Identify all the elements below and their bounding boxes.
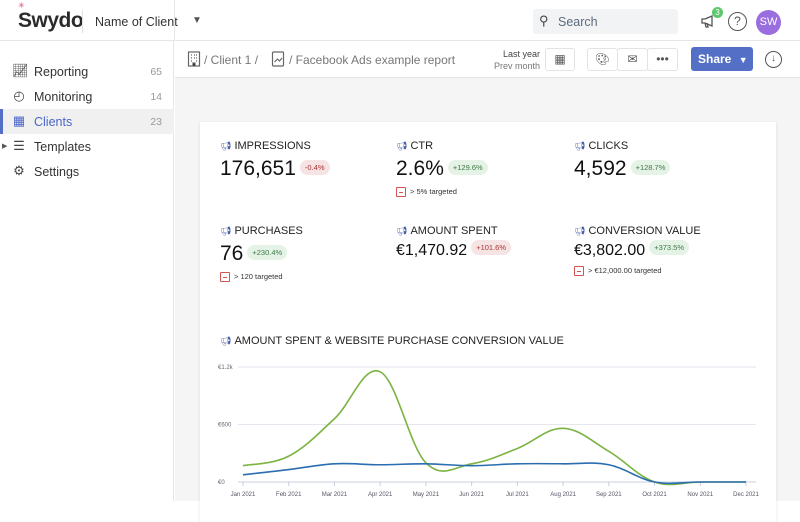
breadcrumb-report: / Facebook Ads example report [289, 53, 455, 67]
y-tick-label: €0 [218, 480, 225, 486]
calendar-icon: ▦ [554, 52, 565, 66]
sidebar-item-label: Clients [34, 115, 72, 129]
more-icon: ••• [656, 52, 669, 66]
search-icon: ⚲ [539, 13, 549, 29]
y-tick-label: €1.2k [218, 365, 234, 371]
divider [174, 0, 175, 41]
swydo-logo[interactable]: Swydo [18, 9, 83, 33]
divider [82, 10, 83, 33]
series-line-1 [243, 463, 746, 483]
report-toolbar: / Client 1 / / Facebook Ads example repo… [175, 41, 800, 78]
date-range[interactable]: Last year Prev month [494, 48, 540, 72]
theme-button[interactable]: 🎨︎ [587, 48, 618, 71]
report-chart-icon: 📈︎ [12, 64, 26, 78]
x-tick-label: Nov 2021 [687, 492, 713, 498]
schedule-email-button[interactable]: ✉ [617, 48, 648, 71]
chevron-down-icon[interactable]: ▼ [192, 15, 202, 26]
x-tick-label: Jan 2021 [231, 492, 256, 498]
y-tick-label: €600 [218, 423, 232, 429]
sidebar-item-label: Settings [34, 165, 79, 179]
x-tick-label: Apr 2021 [368, 492, 393, 498]
sidebar-item-settings[interactable]: ⚙ Settings [0, 159, 174, 184]
chevron-down-icon: ▼ [739, 55, 748, 65]
gauge-icon: ◴ [12, 89, 26, 103]
sidebar-item-count: 23 [150, 116, 162, 128]
building-icon[interactable] [187, 51, 201, 67]
sidebar-item-label: Reporting [34, 65, 88, 79]
client-selector[interactable]: Name of Client [95, 15, 178, 29]
breadcrumb-client[interactable]: / Client 1 / [204, 53, 258, 67]
x-tick-label: Oct 2021 [642, 492, 667, 498]
sidebar: 📈︎ Reporting 65 ◴ Monitoring 14 ▦ Client… [0, 41, 174, 501]
sidebar-item-count: 14 [150, 91, 162, 103]
x-tick-label: Sep 2021 [596, 492, 622, 498]
palette-icon: 🎨︎ [595, 52, 610, 66]
x-tick-label: Feb 2021 [276, 492, 302, 498]
search-input[interactable]: ⚲ Search [533, 9, 678, 34]
mail-clock-icon: ✉ [627, 52, 637, 66]
period-label: Last year [494, 48, 540, 60]
report-chart-icon [271, 51, 285, 67]
templates-icon: ☰ [12, 139, 26, 153]
x-tick-label: Dec 2021 [733, 492, 759, 498]
x-tick-label: Mar 2021 [322, 492, 348, 498]
sidebar-item-reporting[interactable]: 📈︎ Reporting 65 [0, 59, 174, 84]
sidebar-item-label: Monitoring [34, 90, 92, 104]
sidebar-item-clients[interactable]: ▦ Clients 23 [0, 109, 174, 134]
top-bar: ✳ Swydo Name of Client ▼ ⚲ Search 3 ? SW [0, 0, 800, 41]
x-tick-label: May 2021 [413, 492, 440, 498]
download-icon[interactable]: ↓ [765, 51, 782, 68]
x-tick-label: Jul 2021 [506, 492, 529, 498]
share-button[interactable]: Share ▼ [691, 47, 753, 71]
help-icon[interactable]: ? [728, 12, 747, 31]
x-tick-label: Aug 2021 [550, 492, 576, 498]
more-button[interactable]: ••• [647, 48, 678, 71]
sidebar-item-templates[interactable]: ▶ ☰ Templates [0, 134, 174, 159]
calendar-button[interactable]: ▦ [545, 48, 575, 71]
report-card: 📢︎IMPRESSIONS 176,651-0.4% 📢︎CTR 2.6%+12… [200, 122, 776, 522]
share-label: Share [698, 52, 731, 66]
search-placeholder: Search [558, 15, 598, 29]
line-chart: €0 €600 €1.2k Jan 2021 Feb 2021 Mar 2021 Apr 2… [200, 122, 776, 522]
main-area: / Client 1 / / Facebook Ads example repo… [175, 41, 800, 501]
series-line-0 [243, 371, 746, 485]
sidebar-item-count: 65 [150, 66, 162, 78]
comparison-label: Prev month [494, 60, 540, 72]
gear-icon: ⚙ [12, 164, 26, 178]
building-icon: ▦ [12, 114, 26, 128]
avatar[interactable]: SW [756, 10, 781, 35]
x-tick-label: Jun 2021 [459, 492, 484, 498]
sidebar-item-monitoring[interactable]: ◴ Monitoring 14 [0, 84, 174, 109]
sidebar-item-label: Templates [34, 140, 91, 154]
expand-caret-icon[interactable]: ▶ [2, 142, 7, 150]
notification-badge: 3 [712, 7, 723, 18]
